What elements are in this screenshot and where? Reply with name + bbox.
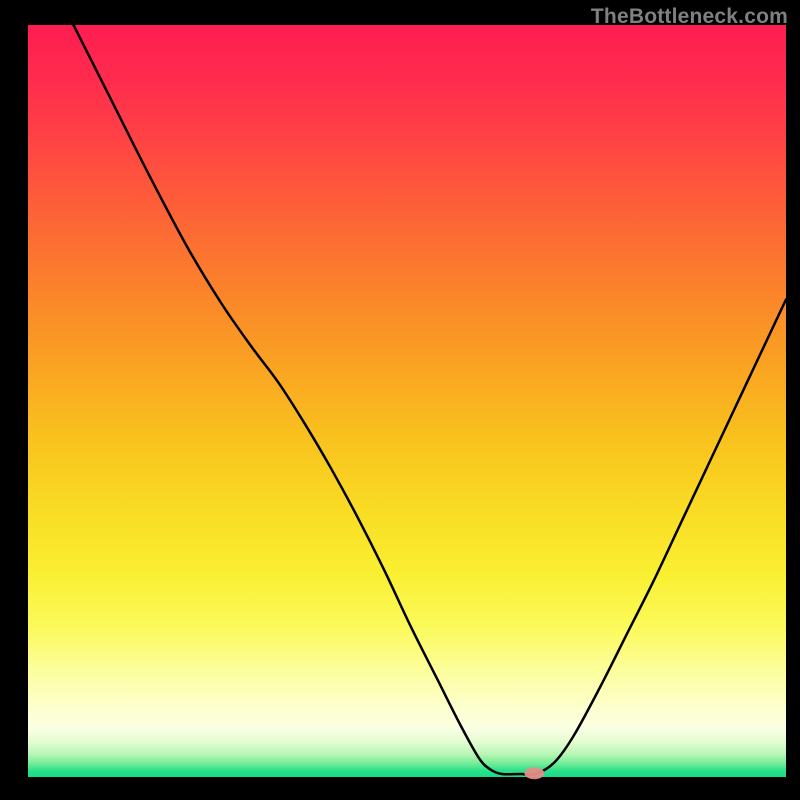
optimal-marker bbox=[524, 767, 544, 779]
plot-background bbox=[28, 25, 786, 777]
bottleneck-chart bbox=[0, 0, 800, 800]
watermark-label: TheBottleneck.com bbox=[591, 5, 788, 29]
